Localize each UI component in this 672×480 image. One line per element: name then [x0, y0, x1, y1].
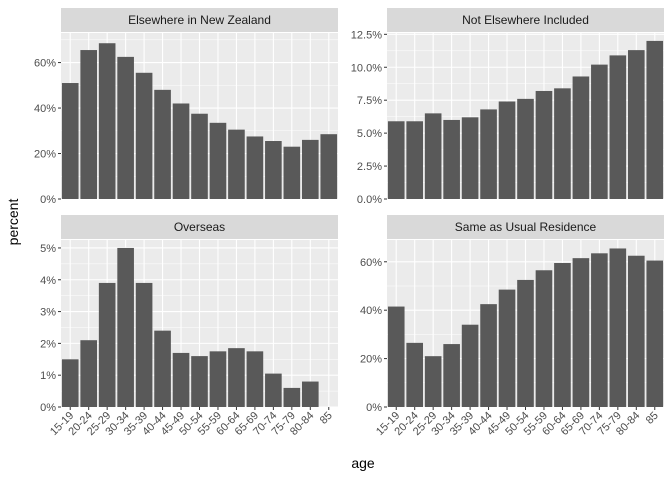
bar — [80, 50, 98, 199]
bar — [517, 279, 534, 407]
bar — [154, 330, 171, 407]
y-tick-label: 60% — [34, 58, 56, 70]
bar — [554, 262, 571, 407]
y-tick-label: 1% — [40, 370, 56, 382]
bar — [498, 101, 516, 199]
bar — [98, 282, 116, 407]
bar — [609, 248, 627, 407]
bar — [61, 83, 79, 199]
bar — [191, 356, 208, 407]
y-tick-label: 12.5% — [351, 29, 382, 41]
bar — [461, 324, 479, 407]
bar — [191, 113, 208, 199]
bar — [646, 260, 664, 407]
bar — [228, 129, 245, 199]
bar — [517, 98, 534, 199]
bar — [80, 340, 98, 407]
bar — [443, 344, 460, 407]
facet-strip-title: Overseas — [174, 220, 225, 234]
bar — [135, 72, 153, 199]
facet-strip — [387, 215, 664, 239]
y-tick-label: 0% — [40, 402, 56, 414]
bar — [591, 253, 608, 407]
facet-panel: Not Elsewhere Included 0.0% 2.5% 5.0% 7.5% 10… — [351, 8, 664, 206]
bar — [246, 136, 264, 199]
facet-strip-title: Same as Usual Residence — [455, 220, 597, 234]
bar — [387, 121, 405, 199]
bar — [209, 122, 227, 199]
bar — [627, 255, 645, 407]
bar — [301, 381, 319, 407]
bar — [172, 103, 190, 199]
y-tick-label: 2.5% — [357, 161, 382, 173]
bar — [498, 289, 516, 407]
bar — [480, 304, 497, 407]
facet-strip-title: Elsewhere in New Zealand — [128, 13, 271, 27]
x-tick-label: 85 — [318, 410, 335, 427]
bar — [591, 64, 608, 199]
bar — [265, 373, 282, 407]
bar — [646, 40, 664, 200]
bar — [572, 258, 590, 407]
bar — [246, 351, 264, 407]
bar — [627, 50, 645, 199]
bar — [117, 56, 134, 200]
y-tick-label: 5% — [40, 243, 56, 255]
bar — [572, 76, 590, 199]
panels-layer: Elsewhere in New Zealand 0% 20% 40% 60% Not E… — [34, 8, 664, 438]
facet-strip — [61, 8, 338, 32]
bar — [554, 88, 571, 199]
y-tick-label: 0.0% — [357, 194, 382, 206]
bar — [154, 89, 171, 199]
y-tick-label: 3% — [40, 307, 56, 319]
bar — [61, 359, 79, 407]
bar — [406, 342, 424, 407]
y-tick-label: 7.5% — [357, 95, 382, 107]
facet-panel: Same as Usual Residence0%20%40%60%15-192… — [360, 215, 664, 438]
bar — [535, 90, 553, 199]
facet-strip-title: Not Elsewhere Included — [462, 13, 589, 27]
bar — [320, 134, 338, 199]
y-tick-label: 10.0% — [351, 62, 382, 74]
bar — [172, 352, 190, 407]
bar — [98, 43, 116, 199]
bar — [209, 351, 227, 407]
bar — [135, 282, 153, 407]
bar — [443, 119, 460, 199]
x-axis-title: age — [351, 455, 375, 471]
bar — [424, 113, 442, 199]
bar — [387, 306, 405, 407]
bar — [117, 247, 134, 407]
y-tick-label: 0% — [366, 402, 382, 414]
y-tick-label: 2% — [40, 338, 56, 350]
bar — [283, 146, 301, 199]
bar — [265, 141, 282, 199]
bar — [228, 348, 245, 407]
bar — [609, 55, 627, 200]
facet-strip — [61, 215, 338, 239]
bar — [480, 109, 497, 199]
x-tick-label: 85 — [644, 410, 661, 427]
bar — [283, 387, 301, 407]
bar — [461, 117, 479, 199]
facet-strip — [387, 8, 664, 32]
facet-panel: Overseas0%1%2%3%4%5%15-1920-2425-2930-34… — [40, 215, 338, 438]
bar — [424, 356, 442, 407]
y-tick-label: 20% — [360, 354, 382, 366]
y-tick-label: 60% — [360, 257, 382, 269]
y-tick-label: 5.0% — [357, 128, 382, 140]
y-tick-label: 40% — [34, 103, 56, 115]
bar — [535, 270, 553, 407]
y-tick-label: 4% — [40, 275, 56, 287]
facet-panel: Elsewhere in New Zealand 0% 20% 40% 60% — [34, 8, 338, 206]
y-tick-label: 40% — [360, 305, 382, 317]
y-tick-label: 0% — [40, 194, 56, 206]
bar — [406, 121, 424, 199]
bar — [301, 139, 319, 199]
y-tick-label: 20% — [34, 149, 56, 161]
y-axis-title: percent — [5, 199, 21, 246]
